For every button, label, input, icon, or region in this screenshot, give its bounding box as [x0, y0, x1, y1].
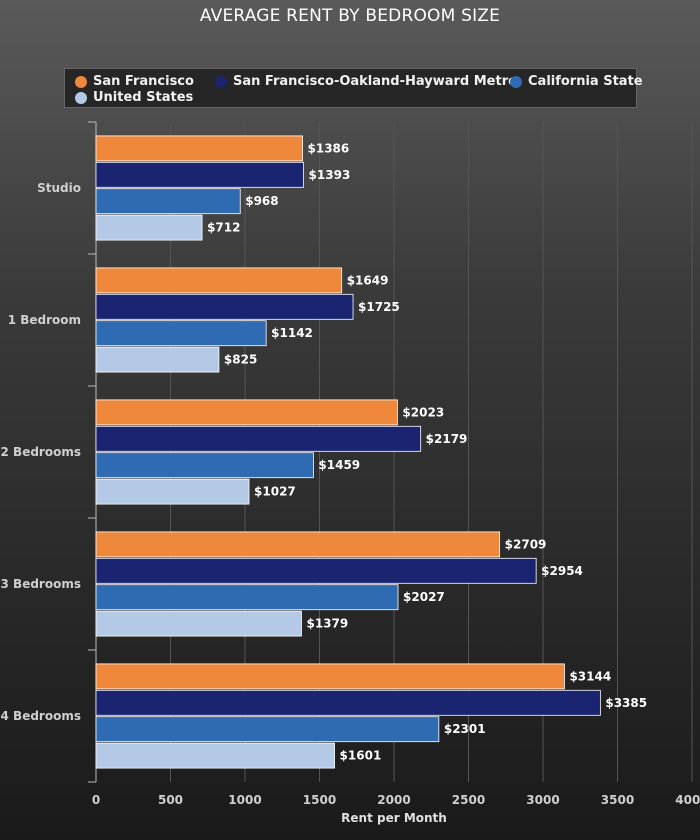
- category-label: 3 Bedrooms: [1, 577, 81, 591]
- bar[interactable]: [95, 320, 267, 347]
- legend-item-california-state[interactable]: California State: [510, 74, 643, 89]
- bar[interactable]: [95, 346, 220, 373]
- legend-label: San Francisco: [93, 74, 194, 89]
- bar[interactable]: [95, 610, 302, 637]
- category-label: 4 Bedrooms: [1, 709, 81, 723]
- data-label: $1386: [308, 141, 350, 155]
- data-label: $1379: [306, 617, 348, 631]
- legend-item-san-francisco[interactable]: San Francisco: [75, 74, 194, 89]
- legend-item-sf-oakland-hayward-metro[interactable]: San Francisco-Oakland-Hayward Metro: [215, 74, 517, 89]
- legend-marker-icon: [75, 75, 87, 88]
- x-tick-label: 2000: [377, 793, 410, 807]
- x-tick-label: 2500: [452, 793, 485, 807]
- data-label: $1393: [309, 168, 351, 182]
- bar[interactable]: [95, 452, 314, 479]
- bar[interactable]: [95, 293, 354, 320]
- x-tick-label: 1500: [303, 793, 336, 807]
- category-label: 2 Bedrooms: [1, 445, 81, 459]
- x-tick-label: 0: [92, 793, 100, 807]
- bar[interactable]: [95, 478, 250, 505]
- data-label: $3385: [605, 696, 647, 710]
- data-label: $2954: [541, 564, 583, 578]
- bar[interactable]: [95, 399, 398, 426]
- legend-marker-icon: [215, 75, 227, 88]
- bar[interactable]: [95, 663, 565, 690]
- data-label: $2301: [444, 722, 486, 736]
- data-label: $712: [207, 221, 240, 235]
- data-label: $2027: [403, 590, 445, 604]
- legend-label: United States: [93, 90, 194, 105]
- legend-marker-icon: [510, 75, 522, 88]
- data-label: $1027: [254, 485, 296, 499]
- bar[interactable]: [95, 161, 304, 188]
- data-label: $968: [245, 194, 278, 208]
- x-tick-label: 500: [158, 793, 183, 807]
- legend: San Francisco San Francisco-Oakland-Hayw…: [64, 68, 643, 108]
- legend-item-united-states[interactable]: United States: [75, 90, 193, 105]
- x-tick-label: 4000: [675, 793, 700, 807]
- data-label: $1649: [347, 273, 389, 287]
- x-tick-label: 3500: [601, 793, 634, 807]
- category-label: 1 Bedroom: [8, 313, 81, 327]
- data-label: $1459: [318, 458, 360, 472]
- x-axis-title: Rent per Month: [341, 811, 447, 825]
- legend-marker-icon: [75, 91, 87, 104]
- chart-title: AVERAGE RENT BY BEDROOM SIZE: [199, 6, 501, 26]
- bar[interactable]: [95, 267, 343, 294]
- x-tick-label: 1000: [228, 793, 261, 807]
- data-label: $825: [224, 353, 257, 367]
- bar[interactable]: [95, 425, 422, 452]
- x-tick-label: 3000: [526, 793, 559, 807]
- bar[interactable]: [95, 689, 601, 716]
- data-label: $1601: [340, 749, 382, 763]
- bar[interactable]: [95, 742, 335, 769]
- legend-label: California State: [528, 74, 643, 89]
- bar[interactable]: [95, 557, 537, 584]
- data-label: $1725: [358, 300, 400, 314]
- bar[interactable]: [95, 531, 501, 558]
- data-label: $2179: [426, 432, 468, 446]
- data-label: $2709: [505, 537, 547, 551]
- bar[interactable]: [95, 214, 203, 241]
- data-label: $1142: [271, 326, 313, 340]
- legend-label: San Francisco-Oakland-Hayward Metro: [233, 74, 518, 89]
- bar[interactable]: [95, 188, 241, 215]
- data-label: $3144: [569, 669, 611, 683]
- bar[interactable]: [95, 716, 440, 743]
- data-label: $2023: [402, 405, 444, 419]
- bar[interactable]: [95, 135, 303, 162]
- category-label: Studio: [37, 181, 81, 195]
- bar[interactable]: [95, 584, 399, 611]
